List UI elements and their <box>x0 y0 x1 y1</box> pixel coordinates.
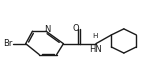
Text: H: H <box>92 33 98 39</box>
Text: O: O <box>73 24 80 33</box>
Text: N: N <box>44 25 50 34</box>
Text: Br: Br <box>3 39 12 48</box>
Text: HN: HN <box>90 45 102 54</box>
